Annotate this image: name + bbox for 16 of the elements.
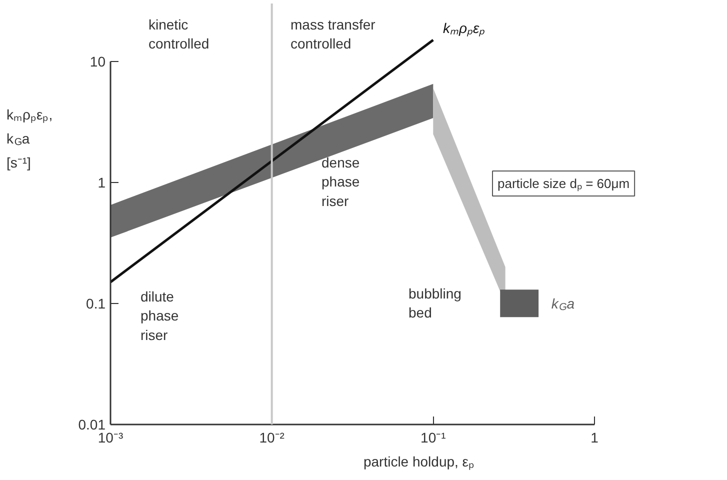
y-tick-label: 1 — [98, 174, 106, 190]
y-tick-label: 10 — [90, 53, 106, 70]
annotation: particle size dₚ = 60μm — [498, 176, 630, 192]
annotation: bubbling bed — [408, 286, 462, 321]
x-tick-label: 10⁻³ — [98, 430, 124, 446]
annotation: kinetic controlled — [148, 16, 210, 52]
x-axis-title: particle holdup, εₚ — [363, 454, 475, 470]
x-tick-label: 10⁻¹ — [420, 430, 446, 446]
annotation: mass transfer controlled — [290, 16, 376, 52]
x-tick-label: 1 — [590, 430, 599, 446]
y-tick-label: 0.01 — [78, 416, 106, 432]
annotation: dilute phase riser — [140, 288, 179, 343]
y-tick-label: 0.1 — [86, 295, 106, 312]
annotation: dense phase riser — [322, 154, 360, 209]
series-label: kₘρₚεₚ — [442, 20, 486, 38]
x-tick-label: 10⁻² — [259, 430, 285, 446]
